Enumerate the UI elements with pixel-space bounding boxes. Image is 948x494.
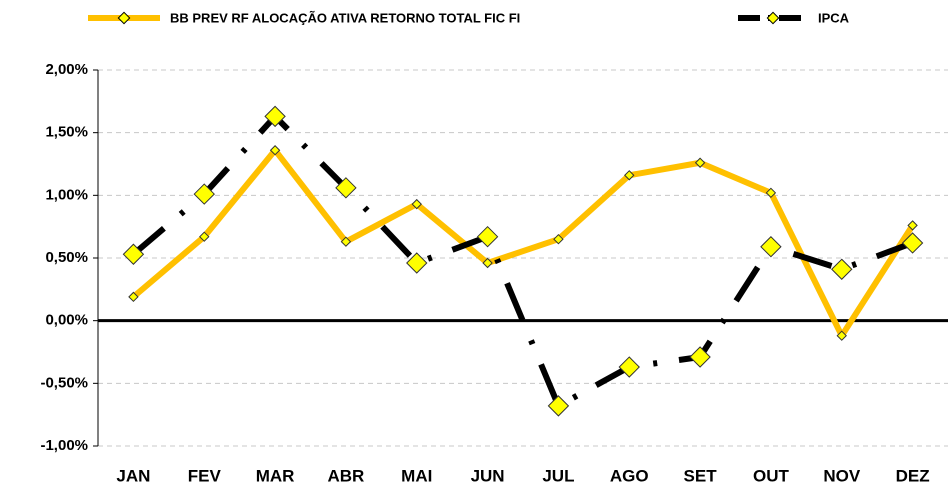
y-tick-label: 1,50% <box>45 124 88 141</box>
legend: BB PREV RF ALOCAÇÃO ATIVA RETORNO TOTAL … <box>88 10 850 25</box>
marker <box>269 145 281 156</box>
legend-label: BB PREV RF ALOCAÇÃO ATIVA RETORNO TOTAL … <box>170 10 520 25</box>
x-tick-label: JAN <box>116 466 150 485</box>
y-tick-label: 1,00% <box>45 186 88 203</box>
marker <box>907 220 918 231</box>
marker <box>694 157 706 168</box>
legend-marker <box>766 11 780 25</box>
x-tick-label: JUN <box>471 466 505 485</box>
marker <box>624 170 635 181</box>
x-tick-label: SET <box>684 466 718 485</box>
marker <box>335 177 357 199</box>
marker <box>618 356 640 378</box>
y-tick-label: 2,00% <box>45 61 88 78</box>
marker <box>406 252 428 274</box>
marker <box>765 187 777 199</box>
y-tick-label: 0,50% <box>45 249 88 266</box>
marker <box>901 232 924 254</box>
x-tick-label: AGO <box>610 466 649 485</box>
marker <box>547 395 570 417</box>
marker <box>340 236 352 247</box>
legend-marker <box>117 11 131 25</box>
x-tick-label: FEV <box>188 466 222 485</box>
marker <box>193 183 215 205</box>
marker <box>689 346 711 368</box>
marker <box>411 198 422 210</box>
x-tick-label: DEZ <box>896 466 930 485</box>
y-tick-label: 0,00% <box>45 312 88 329</box>
marker <box>553 233 564 245</box>
x-tick-label: MAI <box>401 466 432 485</box>
marker <box>199 231 210 242</box>
y-tick-label: -1,00% <box>40 437 88 454</box>
marker <box>476 225 499 248</box>
x-tick-label: ABR <box>327 466 364 485</box>
marker <box>760 236 782 258</box>
y-tick-label: -0,50% <box>40 374 88 391</box>
legend-label: IPCA <box>818 10 850 25</box>
x-tick-label: MAR <box>256 466 295 485</box>
marker <box>482 257 493 269</box>
marker <box>122 243 145 265</box>
series-line <box>131 147 916 339</box>
marker <box>264 105 286 128</box>
x-tick-label: JUL <box>542 466 574 485</box>
series-line <box>131 113 914 409</box>
x-tick-label: NOV <box>823 466 861 485</box>
marker <box>831 258 853 280</box>
marker <box>836 330 847 341</box>
marker <box>128 291 139 303</box>
x-tick-label: OUT <box>753 466 790 485</box>
